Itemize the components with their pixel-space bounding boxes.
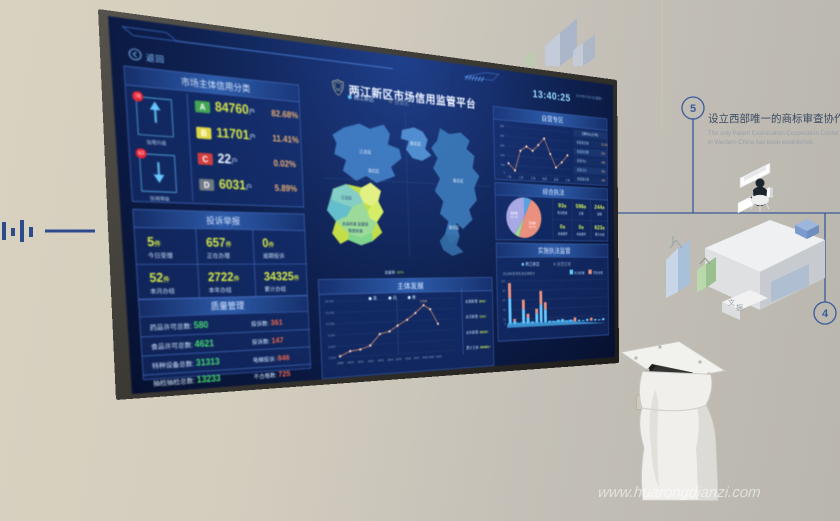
svg-text:2012: 2012 — [368, 359, 374, 363]
svg-text:462: 462 — [601, 170, 605, 173]
svg-text:2009: 2009 — [337, 361, 344, 365]
svg-text:200: 200 — [500, 143, 505, 147]
svg-text:累计办结: 累计办结 — [595, 232, 605, 237]
svg-text:2015: 2015 — [396, 357, 403, 361]
svg-text:2018: 2018 — [422, 355, 428, 359]
svg-text:六月: 六月 — [565, 178, 570, 183]
svg-text:未结案件: 未结案件 — [576, 232, 586, 237]
svg-text:2013: 2013 — [378, 358, 385, 362]
svg-text:18,000: 18,000 — [325, 299, 335, 303]
svg-text:150: 150 — [500, 153, 505, 157]
svg-text:41.7%: 41.7% — [511, 215, 518, 219]
svg-text:0: 0 — [505, 322, 507, 326]
svg-text:93件: 93件 — [558, 202, 566, 209]
svg-text:300: 300 — [500, 124, 505, 128]
svg-text:426: 426 — [601, 152, 605, 156]
svg-text:四月: 四月 — [542, 177, 547, 181]
svg-text:渝北区: 渝北区 — [448, 225, 459, 231]
svg-text:2020: 2020 — [436, 354, 442, 358]
svg-text:本月新增: 121户: 本月新增: 121户 — [466, 314, 487, 320]
svg-text:462: 462 — [601, 179, 605, 182]
svg-text:623件: 623件 — [594, 224, 605, 231]
svg-text:598件: 598件 — [576, 203, 587, 210]
svg-text:0件: 0件 — [560, 223, 566, 230]
svg-text:17036: 17036 — [420, 299, 428, 303]
svg-text:2011: 2011 — [358, 359, 365, 363]
svg-text:486: 486 — [601, 161, 605, 165]
svg-text:9,500: 9,500 — [328, 333, 336, 337]
svg-text:0: 0 — [504, 171, 506, 175]
svg-text:立案: 立案 — [579, 211, 584, 216]
svg-text:80: 80 — [503, 289, 506, 293]
svg-text:20: 20 — [503, 318, 506, 322]
svg-text:2019: 2019 — [429, 355, 435, 359]
svg-text:结案: 结案 — [597, 212, 602, 217]
svg-text:三月: 三月 — [531, 176, 536, 180]
svg-text:累计主体: 96483户: 累计主体: 96483户 — [466, 344, 491, 350]
svg-text:100: 100 — [501, 163, 506, 167]
svg-text:2016: 2016 — [405, 356, 411, 360]
svg-text:40: 40 — [503, 308, 506, 312]
svg-text:一月: 一月 — [506, 175, 511, 179]
svg-text:48.7%: 48.7% — [529, 225, 536, 229]
svg-text:二月: 二月 — [518, 176, 523, 180]
svg-text:3,500: 3,500 — [329, 356, 337, 360]
svg-text:12,500: 12,500 — [326, 322, 336, 326]
svg-text:100: 100 — [501, 279, 505, 283]
svg-text:执法检查: 执法检查 — [557, 210, 567, 215]
svg-text:五月: 五月 — [554, 178, 559, 182]
svg-text:未结案件: 未结案件 — [558, 231, 568, 236]
svg-text:244件: 244件 — [594, 204, 605, 211]
svg-text:0件: 0件 — [579, 224, 584, 231]
svg-text:鸳鸯街道: 鸳鸯街道 — [348, 228, 363, 234]
svg-text:2010: 2010 — [347, 360, 354, 364]
svg-text:本周新增: 304户: 本周新增: 304户 — [465, 299, 486, 305]
svg-text:本年新增: 8919户: 本年新增: 8919户 — [466, 329, 489, 335]
svg-text:6,500: 6,500 — [328, 344, 336, 348]
svg-text:2017: 2017 — [414, 356, 420, 360]
svg-text:15,342: 15,342 — [601, 143, 608, 147]
svg-text:15,000: 15,000 — [325, 311, 335, 315]
svg-text:60: 60 — [503, 298, 506, 302]
svg-text:2014: 2014 — [387, 357, 394, 361]
svg-text:250: 250 — [500, 134, 505, 138]
